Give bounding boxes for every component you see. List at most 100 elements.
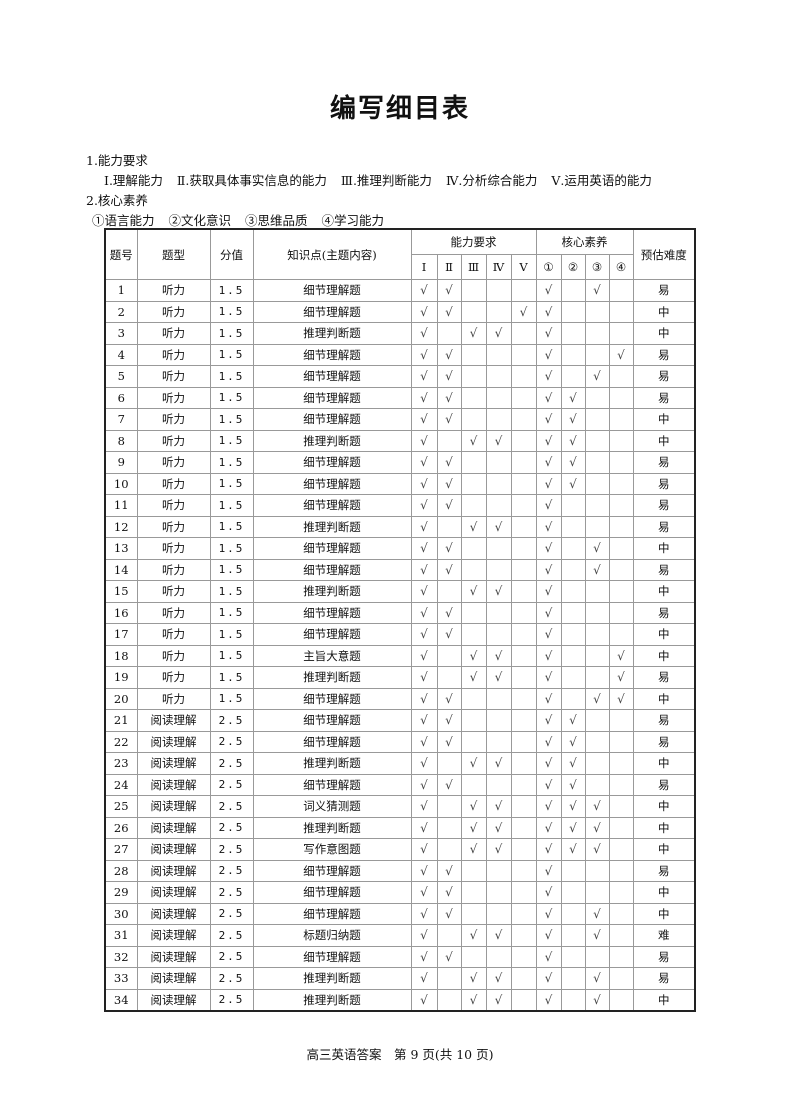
cell-score: 1.5 bbox=[209, 515, 254, 538]
check-cell: √ bbox=[560, 816, 586, 839]
check-cell bbox=[460, 945, 487, 968]
check-cell: √ bbox=[608, 644, 634, 667]
cell-score: 2.5 bbox=[209, 838, 254, 861]
cell-type: 听力 bbox=[136, 386, 211, 409]
cell-topic: 细节理解题 bbox=[252, 279, 412, 302]
table-row: 19 听力 1.5 推理判断题 √ √ √ √ √ 易 bbox=[104, 666, 696, 689]
cell-topic: 细节理解题 bbox=[252, 472, 412, 495]
check-cell bbox=[460, 558, 487, 581]
table-row: 17 听力 1.5 细节理解题 √ √ √ 中 bbox=[104, 623, 696, 646]
check-cell bbox=[436, 838, 462, 861]
check-cell bbox=[510, 902, 537, 925]
check-cell: √ bbox=[584, 902, 610, 925]
check-cell bbox=[560, 365, 586, 388]
check-cell: √ bbox=[436, 537, 462, 560]
cell-difficulty: 易 bbox=[632, 343, 696, 366]
check-cell: √ bbox=[460, 429, 487, 452]
check-cell: √ bbox=[535, 795, 562, 818]
check-cell bbox=[584, 730, 610, 753]
check-cell bbox=[485, 537, 512, 560]
cell-no: 9 bbox=[104, 451, 138, 474]
table-row: 1 听力 1.5 细节理解题 √ √ √ √ 易 bbox=[104, 279, 696, 302]
check-cell: √ bbox=[410, 752, 438, 775]
check-cell: √ bbox=[410, 967, 438, 990]
check-cell: √ bbox=[510, 300, 537, 323]
cell-score: 1.5 bbox=[209, 580, 254, 603]
header-ability-col: Ⅰ bbox=[410, 254, 438, 280]
check-cell: √ bbox=[410, 644, 438, 667]
cell-topic: 标题归纳题 bbox=[252, 924, 412, 947]
check-cell: √ bbox=[485, 580, 512, 603]
table-row: 2 听力 1.5 细节理解题 √ √ √ √ 中 bbox=[104, 300, 696, 323]
cell-topic: 主旨大意题 bbox=[252, 644, 412, 667]
cell-score: 1.5 bbox=[209, 386, 254, 409]
check-cell: √ bbox=[584, 558, 610, 581]
check-cell: √ bbox=[584, 816, 610, 839]
ability-legend-item: Ⅱ.获取具体事实信息的能力 bbox=[176, 173, 327, 188]
check-cell bbox=[584, 408, 610, 431]
check-cell bbox=[584, 386, 610, 409]
check-cell bbox=[460, 730, 487, 753]
cell-difficulty: 易 bbox=[632, 386, 696, 409]
check-cell: √ bbox=[584, 279, 610, 302]
check-cell: √ bbox=[535, 580, 562, 603]
check-cell bbox=[584, 623, 610, 646]
check-cell: √ bbox=[584, 967, 610, 990]
check-cell bbox=[510, 515, 537, 538]
check-cell: √ bbox=[460, 967, 487, 990]
cell-difficulty: 中 bbox=[632, 795, 696, 818]
header-difficulty: 预估难度 bbox=[632, 228, 696, 280]
check-cell: √ bbox=[535, 902, 562, 925]
cell-no: 5 bbox=[104, 365, 138, 388]
check-cell: √ bbox=[535, 644, 562, 667]
cell-type: 阅读理解 bbox=[136, 752, 211, 775]
table-row: 20 听力 1.5 细节理解题 √ √ √ √ √ 中 bbox=[104, 687, 696, 710]
check-cell bbox=[510, 838, 537, 861]
header-literacy-col: ② bbox=[560, 254, 586, 280]
check-cell bbox=[608, 752, 634, 775]
check-cell: √ bbox=[535, 558, 562, 581]
cell-no: 18 bbox=[104, 644, 138, 667]
check-cell: √ bbox=[560, 752, 586, 775]
check-cell: √ bbox=[485, 924, 512, 947]
check-cell: √ bbox=[460, 816, 487, 839]
check-cell bbox=[584, 429, 610, 452]
check-cell bbox=[608, 322, 634, 345]
check-cell: √ bbox=[485, 322, 512, 345]
check-cell bbox=[485, 451, 512, 474]
table-row: 9 听力 1.5 细节理解题 √ √ √ √ 易 bbox=[104, 451, 696, 474]
table-row: 5 听力 1.5 细节理解题 √ √ √ √ 易 bbox=[104, 365, 696, 388]
check-cell bbox=[584, 666, 610, 689]
cell-topic: 细节理解题 bbox=[252, 386, 412, 409]
check-cell: √ bbox=[436, 709, 462, 732]
check-cell: √ bbox=[436, 386, 462, 409]
cell-no: 4 bbox=[104, 343, 138, 366]
check-cell bbox=[436, 515, 462, 538]
check-cell: √ bbox=[410, 945, 438, 968]
check-cell bbox=[584, 644, 610, 667]
cell-difficulty: 易 bbox=[632, 279, 696, 302]
table-row: 3 听力 1.5 推理判断题 √ √ √ √ 中 bbox=[104, 322, 696, 345]
check-cell: √ bbox=[436, 773, 462, 796]
check-cell bbox=[510, 494, 537, 517]
check-cell bbox=[485, 343, 512, 366]
check-cell bbox=[485, 386, 512, 409]
check-cell bbox=[436, 967, 462, 990]
table-row: 15 听力 1.5 推理判断题 √ √ √ √ 中 bbox=[104, 580, 696, 603]
check-cell bbox=[608, 601, 634, 624]
check-cell bbox=[510, 967, 537, 990]
check-cell: √ bbox=[436, 408, 462, 431]
check-cell bbox=[510, 537, 537, 560]
cell-score: 2.5 bbox=[209, 773, 254, 796]
header-ability-col: Ⅱ bbox=[436, 254, 462, 280]
cell-type: 阅读理解 bbox=[136, 967, 211, 990]
cell-no: 11 bbox=[104, 494, 138, 517]
check-cell: √ bbox=[410, 687, 438, 710]
cell-type: 阅读理解 bbox=[136, 838, 211, 861]
check-cell bbox=[560, 902, 586, 925]
check-cell bbox=[460, 537, 487, 560]
page-title: 编写细目表 bbox=[329, 94, 470, 124]
check-cell: √ bbox=[436, 623, 462, 646]
check-cell bbox=[584, 752, 610, 775]
cell-type: 听力 bbox=[136, 300, 211, 323]
